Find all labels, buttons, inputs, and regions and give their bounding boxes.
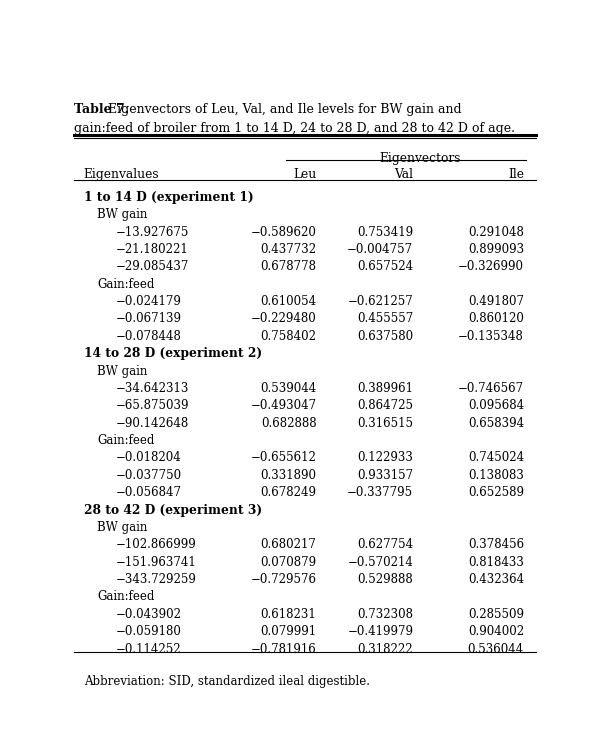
- Text: 0.291048: 0.291048: [468, 225, 524, 238]
- Text: −0.114252: −0.114252: [116, 642, 181, 655]
- Text: 0.122933: 0.122933: [358, 452, 414, 464]
- Text: 0.745024: 0.745024: [468, 452, 524, 464]
- Text: −13.927675: −13.927675: [116, 225, 189, 238]
- Text: −0.655612: −0.655612: [250, 452, 317, 464]
- Text: 0.536044: 0.536044: [468, 642, 524, 655]
- Text: 0.732308: 0.732308: [358, 608, 414, 621]
- Text: 0.682888: 0.682888: [261, 417, 317, 430]
- Text: Gain:feed: Gain:feed: [98, 434, 155, 447]
- Text: Eigenvectors: Eigenvectors: [380, 152, 461, 165]
- Text: 0.437732: 0.437732: [261, 243, 317, 256]
- Text: 0.455557: 0.455557: [357, 312, 414, 326]
- Text: Abbreviation: SID, standardized ileal digestible.: Abbreviation: SID, standardized ileal di…: [83, 675, 369, 688]
- Text: −0.729576: −0.729576: [250, 573, 317, 586]
- Text: 0.618231: 0.618231: [261, 608, 317, 621]
- Text: −0.135348: −0.135348: [458, 329, 524, 343]
- Text: 0.864725: 0.864725: [358, 400, 414, 412]
- Text: 0.818433: 0.818433: [468, 556, 524, 569]
- Text: −0.043902: −0.043902: [116, 608, 182, 621]
- Text: −0.337795: −0.337795: [347, 486, 414, 499]
- Text: 0.627754: 0.627754: [357, 538, 414, 551]
- Text: 0.138083: 0.138083: [468, 469, 524, 482]
- Text: 0.933157: 0.933157: [357, 469, 414, 482]
- Text: Table 7.: Table 7.: [74, 103, 130, 116]
- Text: 0.610054: 0.610054: [261, 295, 317, 308]
- Text: 0.389961: 0.389961: [358, 382, 414, 395]
- Text: Gain:feed: Gain:feed: [98, 590, 155, 603]
- Text: 0.318222: 0.318222: [358, 642, 414, 655]
- Text: −90.142648: −90.142648: [116, 417, 189, 430]
- Text: 0.658394: 0.658394: [468, 417, 524, 430]
- Text: Ile: Ile: [508, 168, 524, 181]
- Text: BW gain: BW gain: [98, 521, 148, 534]
- Text: −0.326990: −0.326990: [458, 260, 524, 274]
- Text: 0.758402: 0.758402: [261, 329, 317, 343]
- Text: −102.866999: −102.866999: [116, 538, 196, 551]
- Text: 0.904002: 0.904002: [468, 625, 524, 638]
- Text: 0.652589: 0.652589: [468, 486, 524, 499]
- Text: −0.781916: −0.781916: [250, 642, 317, 655]
- Text: 0.285509: 0.285509: [468, 608, 524, 621]
- Text: 0.753419: 0.753419: [357, 225, 414, 238]
- Text: 0.678249: 0.678249: [261, 486, 317, 499]
- Text: 0.079991: 0.079991: [261, 625, 317, 638]
- Text: Gain:feed: Gain:feed: [98, 277, 155, 291]
- Text: 0.095684: 0.095684: [468, 400, 524, 412]
- Text: 0.678778: 0.678778: [261, 260, 317, 274]
- Text: −0.589620: −0.589620: [250, 225, 317, 238]
- Text: −0.493047: −0.493047: [250, 400, 317, 412]
- Text: −0.004757: −0.004757: [347, 243, 414, 256]
- Text: −0.229480: −0.229480: [250, 312, 317, 326]
- Text: −0.024179: −0.024179: [116, 295, 181, 308]
- Text: −21.180221: −21.180221: [116, 243, 189, 256]
- Text: gain:feed of broiler from 1 to 14 D, 24 to 28 D, and 28 to 42 D of age.: gain:feed of broiler from 1 to 14 D, 24 …: [74, 122, 515, 135]
- Text: 0.637580: 0.637580: [357, 329, 414, 343]
- Text: BW gain: BW gain: [98, 365, 148, 378]
- Text: Val: Val: [394, 168, 414, 181]
- Text: −0.746567: −0.746567: [458, 382, 524, 395]
- Text: Eigenvectors of Leu, Val, and Ile levels for BW gain and: Eigenvectors of Leu, Val, and Ile levels…: [104, 103, 462, 116]
- Text: −343.729259: −343.729259: [116, 573, 197, 586]
- Text: −0.056847: −0.056847: [116, 486, 182, 499]
- Text: −34.642313: −34.642313: [116, 382, 189, 395]
- Text: 28 to 42 D (experiment 3): 28 to 42 D (experiment 3): [83, 504, 262, 516]
- Text: 0.070879: 0.070879: [261, 556, 317, 569]
- Text: 0.378456: 0.378456: [468, 538, 524, 551]
- Text: −65.875039: −65.875039: [116, 400, 189, 412]
- Text: 0.657524: 0.657524: [357, 260, 414, 274]
- Text: 0.860120: 0.860120: [468, 312, 524, 326]
- Text: −151.963741: −151.963741: [116, 556, 196, 569]
- Text: 0.680217: 0.680217: [261, 538, 317, 551]
- Text: BW gain: BW gain: [98, 208, 148, 221]
- Text: Leu: Leu: [293, 168, 317, 181]
- Text: 0.529888: 0.529888: [358, 573, 414, 586]
- Text: 0.331890: 0.331890: [261, 469, 317, 482]
- Text: 0.316515: 0.316515: [358, 417, 414, 430]
- Text: 14 to 28 D (experiment 2): 14 to 28 D (experiment 2): [83, 348, 262, 360]
- Text: −29.085437: −29.085437: [116, 260, 189, 274]
- Text: −0.059180: −0.059180: [116, 625, 181, 638]
- Text: −0.570214: −0.570214: [347, 556, 414, 569]
- Text: −0.067139: −0.067139: [116, 312, 182, 326]
- Text: 0.539044: 0.539044: [260, 382, 317, 395]
- Text: 0.432364: 0.432364: [468, 573, 524, 586]
- Text: Eigenvalues: Eigenvalues: [83, 168, 159, 181]
- Text: −0.419979: −0.419979: [347, 625, 414, 638]
- Text: −0.037750: −0.037750: [116, 469, 182, 482]
- Text: 1 to 14 D (experiment 1): 1 to 14 D (experiment 1): [83, 191, 253, 204]
- Text: 0.899093: 0.899093: [468, 243, 524, 256]
- Text: −0.621257: −0.621257: [347, 295, 414, 308]
- Text: −0.078448: −0.078448: [116, 329, 181, 343]
- Text: 0.491807: 0.491807: [468, 295, 524, 308]
- Text: −0.018204: −0.018204: [116, 452, 181, 464]
